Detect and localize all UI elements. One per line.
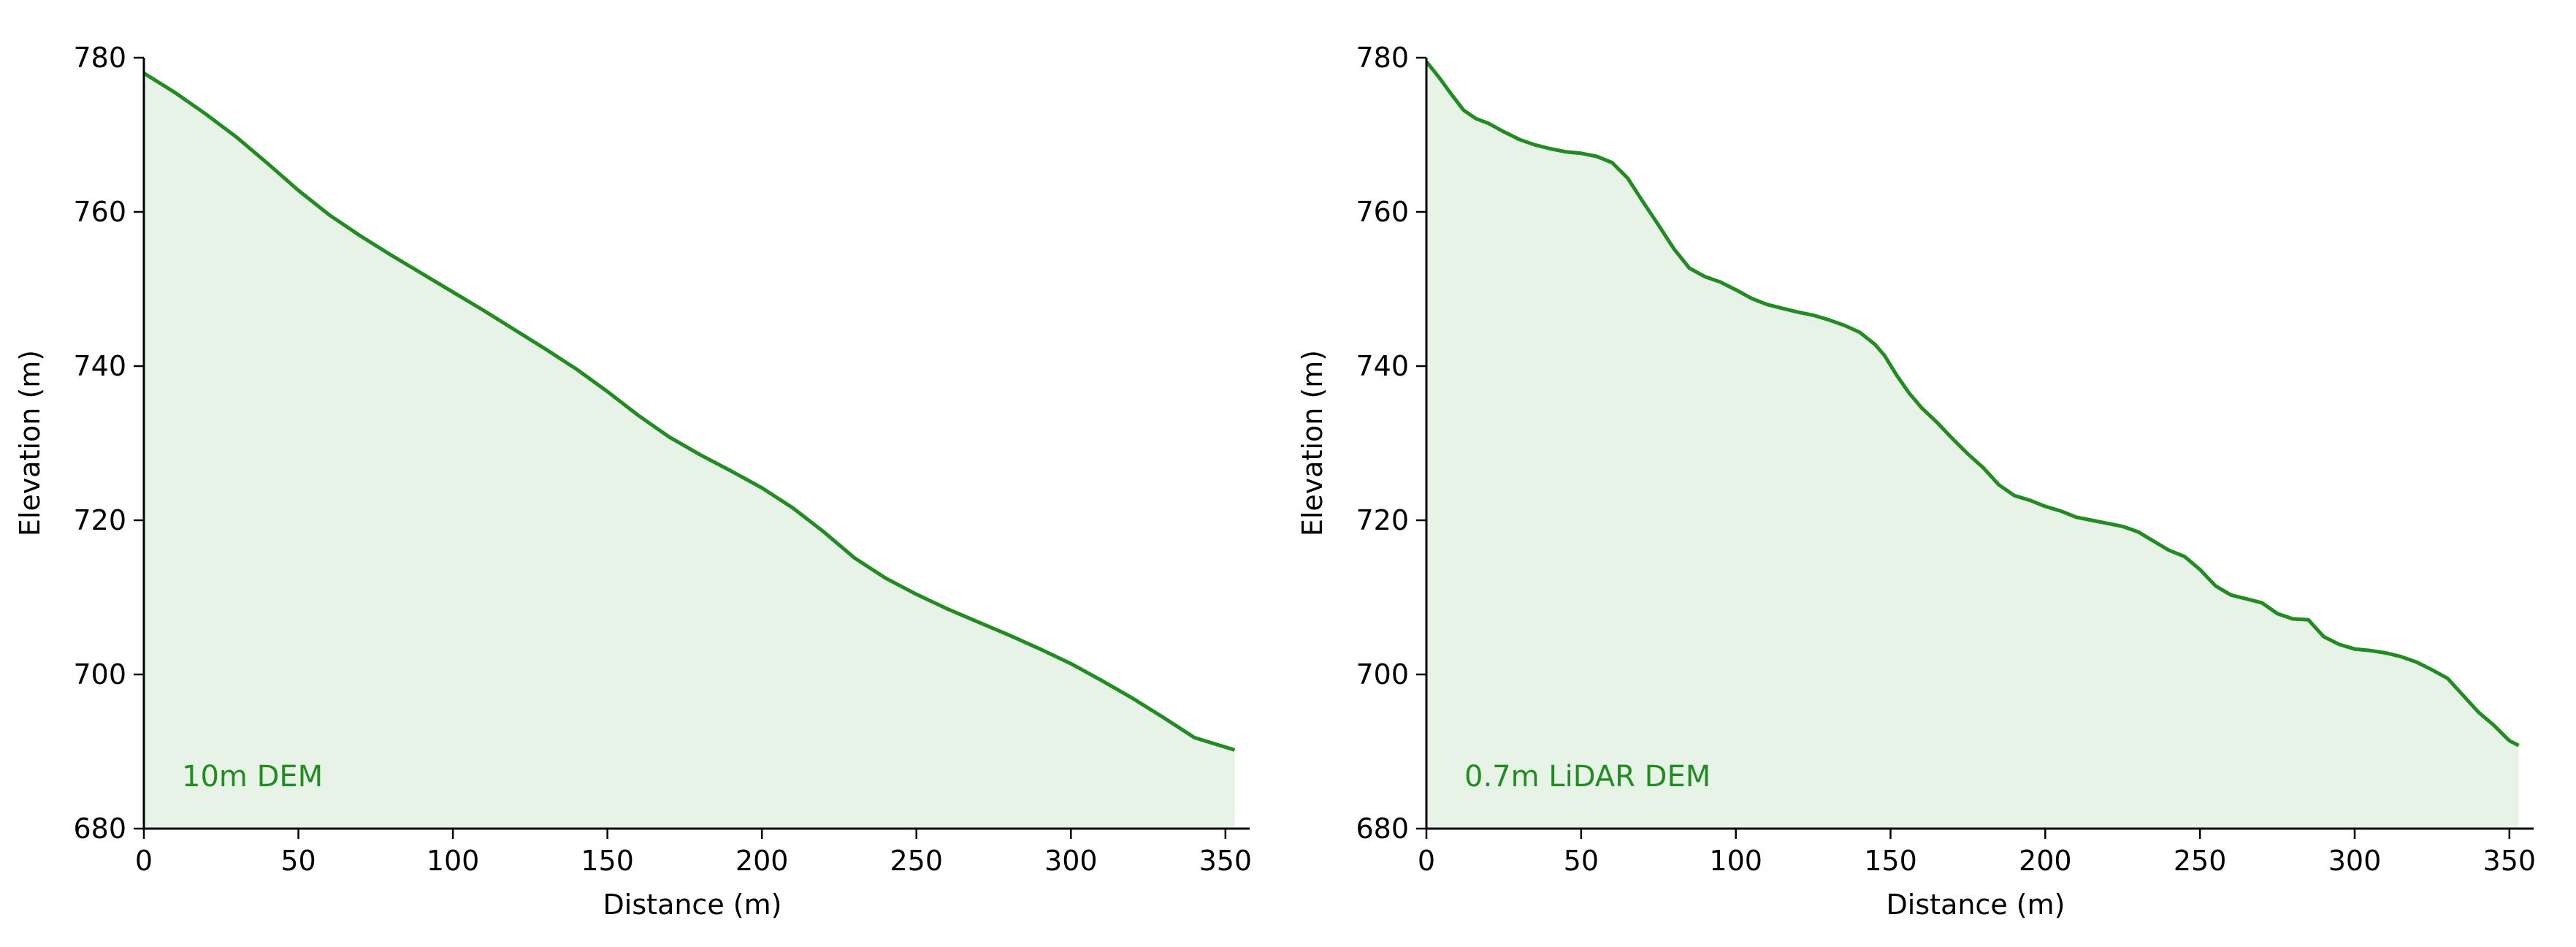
elevation-line — [142, 71, 1236, 752]
y-tick-label: 780 — [1356, 42, 1409, 74]
x-tick-label: 100 — [1709, 845, 1762, 877]
x-tick-label: 250 — [890, 845, 943, 877]
y-tick-label: 720 — [73, 504, 126, 536]
x-tick-label: 150 — [581, 845, 634, 877]
elevation-area-fill — [144, 73, 1235, 829]
x-tick-label: 250 — [2174, 845, 2227, 877]
x-tick-label: 0 — [135, 845, 153, 877]
x-tick-label: 100 — [427, 845, 480, 877]
x-tick-label: 50 — [1564, 845, 1599, 877]
y-axis-label: Elevation (m) — [1296, 350, 1329, 536]
x-tick-label: 350 — [2483, 845, 2537, 877]
y-tick-label: 740 — [73, 350, 126, 382]
x-axis-label: Distance (m) — [1887, 889, 2065, 921]
x-tick-label: 50 — [280, 845, 316, 877]
x-tick-label: 200 — [735, 845, 789, 877]
y-tick-label: 780 — [73, 42, 126, 74]
y-tick-label: 700 — [73, 658, 126, 691]
elevation-line — [1425, 60, 2520, 748]
y-tick-label: 680 — [1356, 813, 1409, 845]
x-tick-label: 0 — [1418, 845, 1435, 877]
dem-annotation: 10m DEM — [182, 760, 323, 794]
x-axis-label: Distance (m) — [603, 889, 782, 921]
chart-panel-10m-dem: 0 50 100 150 200 250 300 350 680 700 720 740 760 780… — [14, 42, 1252, 921]
x-ticks: 0 50 100 150 200 250 300 350 — [1418, 829, 2536, 877]
x-tick-label: 200 — [2019, 845, 2072, 877]
y-tick-label: 740 — [1356, 350, 1409, 382]
y-tick-label: 700 — [1356, 658, 1409, 691]
y-ticks: 680 700 720 740 760 780 — [1356, 42, 1426, 845]
y-tick-label: 680 — [73, 813, 126, 845]
x-tick-label: 300 — [1044, 845, 1098, 877]
y-tick-label: 720 — [1356, 504, 1409, 536]
y-tick-label: 760 — [73, 196, 126, 228]
x-tick-label: 300 — [2328, 845, 2382, 877]
x-tick-label: 150 — [1864, 845, 1917, 877]
y-ticks: 680 700 720 740 760 780 — [73, 42, 144, 845]
dem-annotation: 0.7m LiDAR DEM — [1464, 760, 1711, 794]
chart-panel-lidar-dem: 0 50 100 150 200 250 300 350 680 700 720 740 760 780… — [1296, 42, 2536, 921]
x-ticks: 0 50 100 150 200 250 300 350 — [135, 829, 1252, 877]
y-axis-label: Elevation (m) — [14, 350, 46, 536]
x-tick-label: 350 — [1199, 845, 1253, 877]
y-tick-label: 760 — [1356, 196, 1409, 228]
elevation-area-fill — [1426, 61, 2519, 829]
